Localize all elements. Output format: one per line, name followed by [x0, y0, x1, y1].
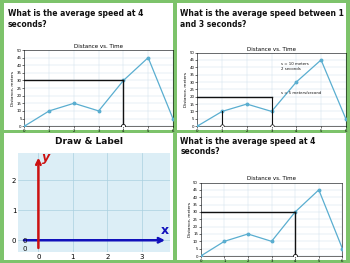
- Text: 0: 0: [23, 246, 27, 252]
- X-axis label: Time, seconds: Time, seconds: [84, 134, 113, 138]
- Text: What is the average speed at 4
seconds?: What is the average speed at 4 seconds?: [8, 9, 143, 29]
- Text: s = 10 meters
2 seconds: s = 10 meters 2 seconds: [281, 62, 309, 71]
- Title: Distance vs. Time: Distance vs. Time: [74, 44, 123, 49]
- Y-axis label: Distance, meters: Distance, meters: [184, 72, 188, 107]
- X-axis label: Time, seconds: Time, seconds: [257, 134, 286, 138]
- Text: x: x: [161, 224, 169, 237]
- Y-axis label: Distance, meters: Distance, meters: [11, 70, 15, 105]
- Title: Distance vs. Time: Distance vs. Time: [247, 47, 296, 52]
- Y-axis label: Distance, meters: Distance, meters: [188, 202, 191, 237]
- Text: 0: 0: [23, 238, 27, 244]
- Text: y: y: [42, 151, 50, 164]
- Text: What is the average speed between 1
and 3 seconds?: What is the average speed between 1 and …: [181, 9, 344, 29]
- Text: What is the average speed at 4
seconds?: What is the average speed at 4 seconds?: [181, 137, 316, 156]
- Title: Distance vs. Time: Distance vs. Time: [247, 176, 296, 181]
- Text: Draw & Label: Draw & Label: [55, 137, 122, 146]
- Text: s = 5 meters/second: s = 5 meters/second: [281, 91, 322, 95]
